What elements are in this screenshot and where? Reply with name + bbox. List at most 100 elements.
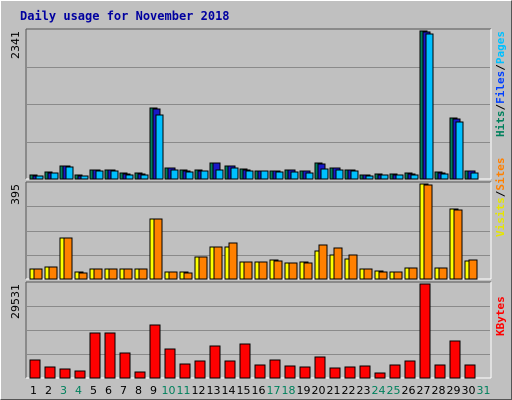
- bar-pages-day-6: [110, 170, 119, 180]
- bar-kbytes-day-14: [224, 360, 236, 379]
- bar-sites-day-18: [288, 262, 298, 280]
- legend-entry: /: [494, 104, 507, 111]
- bar-kbytes-day-6: [104, 332, 116, 379]
- bar-sites-day-7: [123, 268, 133, 280]
- bar-kbytes-day-22: [344, 366, 356, 379]
- x-tick-label-30: 30: [462, 384, 476, 397]
- bar-sites-day-28: [438, 267, 448, 280]
- bar-pages-day-28: [440, 173, 449, 180]
- x-tick-label-14: 14: [222, 384, 236, 397]
- x-tick-label-3: 3: [60, 384, 67, 397]
- x-tick-label-27: 27: [417, 384, 431, 397]
- bar-sites-day-19: [303, 262, 313, 280]
- bar-pages-day-22: [350, 170, 359, 180]
- bar-pages-day-8: [140, 174, 149, 180]
- bar-kbytes-day-12: [194, 360, 206, 379]
- bar-pages-day-16: [260, 170, 269, 180]
- legend-entry: Files: [494, 71, 507, 104]
- bar-pages-day-21: [335, 169, 344, 180]
- x-tick-label-1: 1: [30, 384, 37, 397]
- x-tick-label-29: 29: [447, 384, 461, 397]
- bar-sites-day-17: [273, 260, 283, 280]
- panel-kbytes: 29531 KBytes: [9, 281, 507, 379]
- legend-entry: /: [494, 64, 507, 71]
- bar-sites-day-2: [48, 266, 58, 280]
- bar-kbytes-day-3: [59, 368, 71, 379]
- bar-pages-day-19: [305, 172, 314, 180]
- bar-kbytes-day-4: [74, 370, 86, 379]
- bar-kbytes-day-30: [464, 364, 476, 379]
- bar-pages-day-7: [125, 174, 134, 180]
- bar-kbytes-day-11: [179, 363, 191, 379]
- legend-entry: Pages: [494, 31, 507, 64]
- bar-kbytes-day-10: [164, 348, 176, 379]
- bar-pages-day-29: [455, 121, 464, 180]
- legend-entry: Visits: [494, 197, 507, 237]
- bar-sites-day-21: [333, 247, 343, 280]
- x-tick-label-13: 13: [207, 384, 221, 397]
- x-tick-label-15: 15: [237, 384, 251, 397]
- bar-sites-day-4: [78, 272, 88, 280]
- bar-pages-day-5: [95, 170, 104, 180]
- bar-pages-day-24: [380, 174, 389, 180]
- x-tick-label-9: 9: [150, 384, 157, 397]
- x-tick-label-25: 25: [387, 384, 401, 397]
- bar-pages-day-4: [80, 175, 89, 180]
- legend-label: Hits/Files/Pages: [494, 31, 507, 137]
- bar-pages-day-23: [365, 175, 374, 180]
- legend-entry: KBytes: [494, 296, 507, 336]
- x-tick-label-31: 31: [477, 384, 491, 397]
- chart-title: Daily usage for November 2018: [20, 9, 230, 23]
- legend-entry: Hits: [494, 111, 507, 138]
- bar-kbytes-day-19: [299, 366, 311, 379]
- bar-sites-day-15: [243, 261, 253, 280]
- bar-sites-day-5: [93, 268, 103, 280]
- bar-pages-day-26: [410, 174, 419, 180]
- x-tick-label-21: 21: [327, 384, 341, 397]
- x-tick-label-28: 28: [432, 384, 446, 397]
- bar-sites-day-26: [408, 267, 418, 280]
- bar-kbytes-day-18: [284, 365, 296, 379]
- bar-pages-day-20: [320, 168, 329, 180]
- bar-sites-day-27: [423, 184, 433, 280]
- bar-pages-day-17: [275, 171, 284, 180]
- bar-kbytes-day-24: [374, 372, 386, 379]
- bar-sites-day-22: [348, 254, 358, 280]
- x-tick-label-5: 5: [90, 384, 97, 397]
- bar-sites-day-29: [453, 209, 463, 280]
- x-tick-label-23: 23: [357, 384, 371, 397]
- x-tick-label-24: 24: [372, 384, 386, 397]
- x-tick-label-2: 2: [45, 384, 52, 397]
- x-tick-label-20: 20: [312, 384, 326, 397]
- x-tick-label-12: 12: [192, 384, 206, 397]
- x-tick-label-10: 10: [162, 384, 176, 397]
- bar-kbytes-day-17: [269, 359, 281, 379]
- bar-pages-day-2: [50, 172, 59, 180]
- bar-kbytes-day-26: [404, 360, 416, 379]
- bar-kbytes-day-29: [449, 340, 461, 379]
- x-tick-label-18: 18: [282, 384, 296, 397]
- bar-pages-day-27: [425, 33, 434, 180]
- bar-pages-day-12: [200, 170, 209, 180]
- bar-pages-day-13: [215, 169, 224, 180]
- legend-entry: Sites: [494, 158, 507, 191]
- bar-pages-day-10: [170, 169, 179, 180]
- panel-visits-sites: 395 Visits/Sites: [9, 158, 507, 280]
- x-tick-label-8: 8: [135, 384, 142, 397]
- bar-sites-day-6: [108, 268, 118, 280]
- bar-pages-day-25: [395, 174, 404, 180]
- bar-kbytes-day-23: [359, 365, 371, 379]
- bar-kbytes-day-27: [419, 283, 431, 379]
- bar-sites-day-30: [468, 259, 478, 280]
- bar-sites-day-23: [363, 268, 373, 280]
- bar-kbytes-day-9: [149, 324, 161, 379]
- bar-kbytes-day-25: [389, 364, 401, 379]
- bar-pages-day-30: [470, 172, 479, 180]
- legend-label: Visits/Sites: [494, 158, 507, 238]
- bar-sites-day-10: [168, 271, 178, 280]
- y-max-label: 395: [9, 184, 22, 205]
- bar-kbytes-day-1: [29, 359, 41, 379]
